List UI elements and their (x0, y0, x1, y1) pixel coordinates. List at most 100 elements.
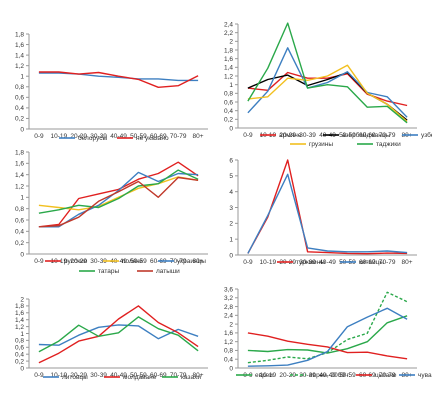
y-tick-label: 3 (229, 205, 233, 212)
legend-label: азербайджанцы (342, 131, 391, 139)
x-tick-label: 20-29 (279, 372, 296, 379)
y-tick-label: 4 (229, 189, 233, 196)
y-tick-label: 1,2 (15, 183, 24, 190)
series-line-2 (247, 173, 408, 254)
series-line-5 (38, 176, 199, 228)
x-tick-label: 30-39 (90, 372, 107, 379)
y-tick-label: 0,8 (15, 206, 24, 213)
series-line-1 (247, 71, 408, 107)
chart-panel-2: 00,20,40,60,811,21,41,61,822,22,40-910-1… (224, 21, 432, 148)
x-tick-label: 20-29 (70, 133, 87, 140)
series-line-3 (38, 316, 199, 353)
x-tick-label: 30-39 (90, 133, 107, 140)
legend-label: литовцы (62, 374, 88, 381)
legend-label: украинцы (177, 258, 206, 265)
x-tick-label: 40-49 (319, 259, 336, 266)
y-tick-label: 0,4 (224, 357, 233, 364)
y-tick-label: 0,6 (15, 95, 24, 102)
y-tick-label: 5 (229, 173, 233, 180)
series-line-1 (38, 161, 199, 228)
x-tick-label: 50-59 (339, 372, 356, 379)
x-tick-label: 10-19 (51, 133, 68, 140)
y-tick-label: 1,8 (224, 47, 233, 54)
x-tick-label: 0-9 (34, 372, 44, 379)
y-tick-label: 2,2 (224, 30, 233, 37)
y-tick-label: 0,4 (15, 352, 24, 359)
legend-label: туркмены (296, 259, 325, 266)
x-tick-label: 50-59 (130, 258, 147, 265)
legend-label: цыгане (375, 372, 397, 379)
y-tick-label: 2 (229, 221, 233, 228)
y-tick-label: 1,4 (15, 317, 24, 324)
series-line-4 (38, 169, 199, 214)
x-tick-label: 80+ (193, 133, 204, 140)
x-tick-label: 10-19 (260, 259, 277, 266)
y-tick-label: 1,6 (224, 56, 233, 63)
legend-label: казахи (181, 374, 201, 381)
series-line-2 (38, 71, 199, 89)
series-line-1 (38, 72, 199, 82)
chart-panel-4: 01234560-910-1920-2930-3940-4950-5960-69… (229, 157, 417, 266)
y-tick-label: 1,4 (224, 65, 233, 72)
series-line-5 (247, 22, 408, 124)
y-tick-label: 1,8 (15, 31, 24, 38)
y-tick-label: 0 (20, 126, 24, 133)
x-tick-label: 70-79 (170, 133, 187, 140)
x-tick-label: 60-69 (359, 132, 376, 139)
series-line-3 (247, 47, 408, 118)
y-tick-label: 1 (20, 331, 24, 338)
y-tick-label: 0,8 (15, 84, 24, 91)
y-tick-label: 0,4 (15, 229, 24, 236)
x-tick-label: 70-79 (379, 259, 396, 266)
y-tick-label: 2,8 (224, 304, 233, 311)
y-tick-label: 6 (229, 157, 233, 164)
y-tick-label: 0,4 (15, 105, 24, 112)
y-tick-label: 0 (20, 365, 24, 372)
y-tick-label: 2 (229, 321, 233, 328)
y-tick-label: 1,6 (15, 161, 24, 168)
x-tick-label: 30-39 (90, 258, 107, 265)
x-tick-label: 40-49 (110, 372, 127, 379)
legend-label: белорусы (78, 134, 107, 142)
y-tick-label: 0,2 (15, 116, 24, 123)
y-tick-label: 2 (229, 39, 233, 46)
x-tick-label: 60-69 (359, 259, 376, 266)
y-tick-label: 0 (229, 252, 233, 259)
y-tick-label: 1,2 (15, 324, 24, 331)
x-tick-label: 70-79 (170, 372, 187, 379)
y-tick-label: 1,6 (224, 330, 233, 337)
y-tick-label: 0,8 (224, 91, 233, 98)
y-tick-label: 0,2 (15, 358, 24, 365)
y-tick-label: 0 (20, 251, 24, 258)
x-tick-label: 50-59 (130, 372, 147, 379)
y-tick-label: 1 (20, 74, 24, 81)
x-tick-label: 70-79 (170, 258, 187, 265)
x-tick-label: 30-39 (299, 372, 316, 379)
y-tick-label: 0 (229, 125, 233, 132)
series-line-1 (247, 159, 408, 255)
y-tick-label: 0 (229, 365, 233, 372)
x-tick-label: 60-69 (150, 372, 167, 379)
y-tick-label: 2,4 (224, 313, 233, 320)
chart-panel-1: 0 0,2 0,4 0,6 0,8 1 1,2 1,4 1,6 1,8 0-9 10-19 20-29 3… (15, 31, 208, 142)
chart-panel-3: 00,20,40,60,811,21,41,61,80-910-1920-293… (15, 149, 208, 275)
legend-label: русские (64, 258, 88, 265)
x-tick-label: 20-29 (70, 258, 87, 265)
y-tick-label: 1,2 (15, 63, 24, 70)
y-tick-label: 1,2 (224, 339, 233, 346)
x-tick-label: 0-9 (34, 133, 44, 140)
x-tick-label: 30-39 (299, 259, 316, 266)
y-tick-label: 2,4 (224, 21, 233, 28)
y-tick-label: 1,6 (15, 42, 24, 49)
y-tick-label: 1,4 (15, 52, 24, 59)
legend-label: узбеки (421, 131, 432, 139)
legend-label: китайцы (359, 258, 384, 266)
x-tick-label: 10-19 (260, 372, 277, 379)
x-tick-label: 20-29 (70, 372, 87, 379)
y-tick-label: 1,4 (15, 172, 24, 179)
x-tick-label: 0-9 (243, 132, 253, 139)
x-tick-label: 80+ (193, 372, 204, 379)
legend-label: поляки (122, 258, 143, 265)
legend-label: грузины (309, 141, 333, 148)
